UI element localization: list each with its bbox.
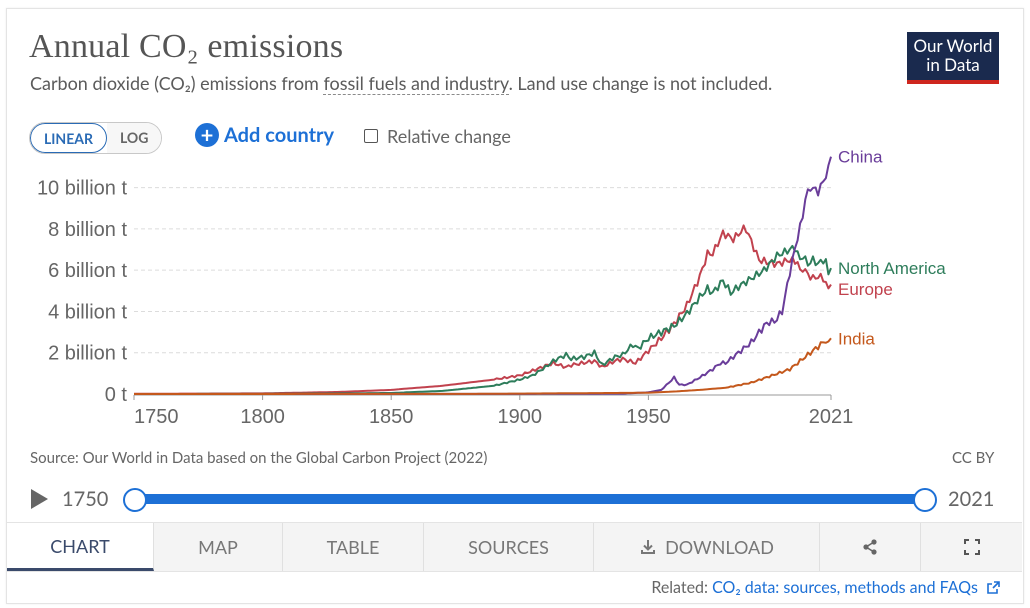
log-button[interactable]: LOG xyxy=(107,123,162,153)
fossil-fuels-link[interactable]: fossil fuels and industry xyxy=(323,72,509,95)
y-tick-label: 2 billion t xyxy=(48,343,127,365)
related-prefix: Related: xyxy=(651,578,713,597)
scale-toggle: LINEAR LOG xyxy=(29,122,163,154)
tab-share[interactable] xyxy=(820,523,921,571)
legend-label: India xyxy=(838,329,875,348)
x-tick-label: 1800 xyxy=(240,406,285,428)
x-tick-label: 1750 xyxy=(134,406,179,428)
play-icon[interactable] xyxy=(31,489,48,509)
series-line-india xyxy=(134,337,832,395)
timeline-start-handle[interactable] xyxy=(123,488,147,512)
download-icon xyxy=(641,540,656,554)
relative-change-checkbox[interactable] xyxy=(364,129,378,143)
linear-button[interactable]: LINEAR xyxy=(30,123,107,153)
y-tick-label: 10 billion t xyxy=(37,178,128,200)
source-note: Source: Our World in Data based on the G… xyxy=(30,449,488,467)
series-line-north-america xyxy=(134,244,832,395)
tab-bar: CHART MAP TABLE SOURCES DOWNLOAD xyxy=(7,522,1022,572)
x-tick-label: 1950 xyxy=(626,406,671,428)
license-link[interactable]: CC BY xyxy=(952,449,995,467)
timeline-track[interactable] xyxy=(134,494,924,504)
download-label: DOWNLOAD xyxy=(665,536,774,558)
related-note: Related: CO₂ data: sources, methods and … xyxy=(651,578,1000,597)
subtitle-text: Carbon dioxide (CO₂) emissions from xyxy=(30,72,324,94)
tab-chart[interactable]: CHART xyxy=(7,523,154,571)
tab-sources[interactable]: SOURCES xyxy=(424,523,594,571)
tab-map[interactable]: MAP xyxy=(154,523,283,571)
plus-icon: + xyxy=(195,123,219,147)
chart-card xyxy=(6,8,1024,604)
external-link-icon[interactable] xyxy=(987,581,1000,594)
share-icon xyxy=(863,539,877,555)
series-line-europe xyxy=(134,224,832,395)
chart-title: Annual CO₂ emissions xyxy=(29,28,344,65)
timeline-end-handle[interactable] xyxy=(913,488,937,512)
add-country-button[interactable]: + Add country xyxy=(195,123,334,147)
x-tick-label: 2021 xyxy=(809,406,854,428)
related-link[interactable]: CO₂ data: sources, methods and FAQs xyxy=(712,578,978,597)
timeline-end-year: 2021 xyxy=(948,487,995,511)
timeline-start-year: 1750 xyxy=(62,487,109,511)
x-tick-label: 1850 xyxy=(369,406,414,428)
legend-label: Europe xyxy=(838,280,893,299)
legend-label: North America xyxy=(838,259,946,278)
relative-change-toggle[interactable]: Relative change xyxy=(364,125,511,147)
y-tick-label: 4 billion t xyxy=(48,301,127,323)
relative-change-label: Relative change xyxy=(387,125,511,147)
series-line-china xyxy=(134,156,832,395)
y-tick-label: 6 billion t xyxy=(48,260,127,282)
tab-fullscreen[interactable] xyxy=(921,523,1022,571)
x-tick-label: 1900 xyxy=(498,406,543,428)
y-tick-label: 8 billion t xyxy=(48,219,127,241)
fullscreen-icon xyxy=(963,539,980,555)
tab-table[interactable]: TABLE xyxy=(283,523,424,571)
subtitle-text-end: . Land use change is not included. xyxy=(508,72,773,94)
logo-line-2: in Data xyxy=(926,54,980,75)
y-tick-label: 0 t xyxy=(105,384,128,406)
tab-download[interactable]: DOWNLOAD xyxy=(594,523,820,571)
add-country-label: Add country xyxy=(224,123,335,147)
legend-label: China xyxy=(838,148,883,167)
chart-subtitle: Carbon dioxide (CO₂) emissions from foss… xyxy=(30,72,773,95)
logo-line-1: Our World xyxy=(913,35,993,56)
owid-logo[interactable]: Our World in Data xyxy=(907,32,999,84)
